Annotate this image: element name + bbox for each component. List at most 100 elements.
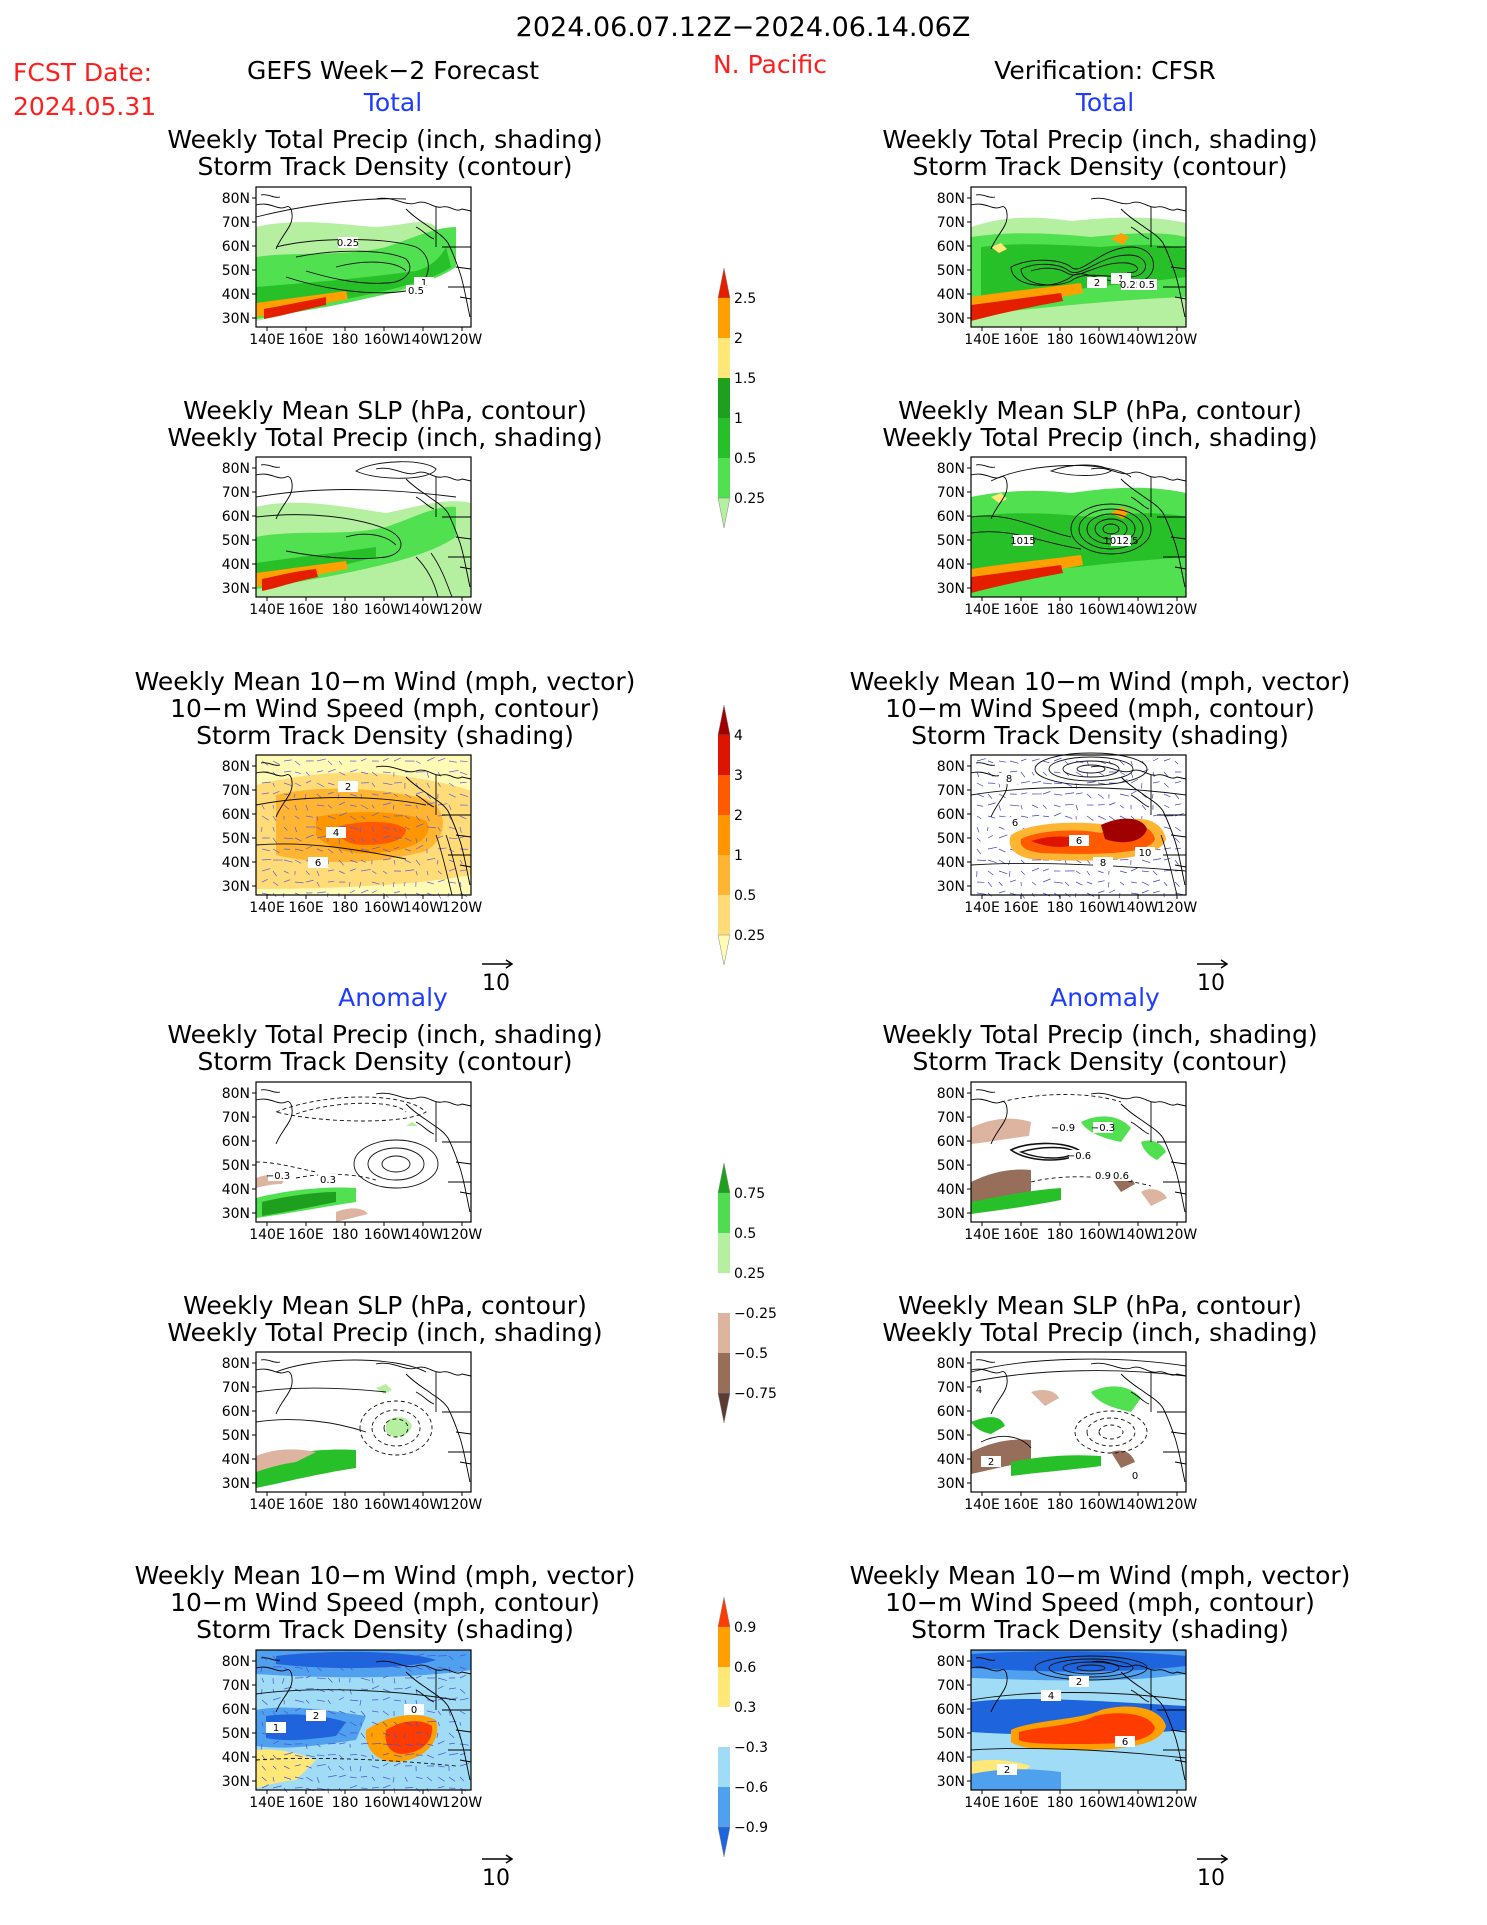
- wind-vector: [404, 1666, 412, 1672]
- wind-vector: [415, 870, 418, 876]
- wind-vector: [998, 881, 1003, 887]
- contour-line: [990, 465, 1132, 482]
- wind-vector: [1141, 859, 1151, 863]
- contour-line: [295, 250, 411, 284]
- latitude-tick-label: 50N: [937, 831, 965, 847]
- longitude-tick-label: 160W: [364, 602, 405, 618]
- map-l-anom-slp: 80N 70N 60N 50N 40N 30N 140E 160E 180 160W 140W 120…: [222, 1351, 482, 1513]
- wind-vector: [1152, 858, 1162, 861]
- wind-vector: [360, 804, 369, 810]
- latitude-tick-label: 30N: [937, 1774, 965, 1790]
- latitude-tick-label: 40N: [937, 855, 965, 871]
- shaded-region: [971, 1651, 1186, 1672]
- map-graphic: −0.3 0.3 80N 70N 60N 50N 40N 30N 140E 160E 180 160W…: [222, 1081, 482, 1243]
- map-frame: [255, 1649, 472, 1791]
- contour-line: [275, 1359, 427, 1373]
- wind-vector: [1075, 804, 1078, 811]
- wind-vector: [294, 1776, 304, 1780]
- longitude-tick-label: 160E: [1003, 900, 1039, 916]
- coastline: [415, 794, 435, 808]
- contour-line: [970, 1370, 1187, 1383]
- wind-vector: [459, 1776, 465, 1782]
- wind-vector: [415, 1721, 419, 1727]
- wind-vector: [437, 892, 441, 899]
- wind-vector: [1042, 782, 1052, 785]
- wind-vector: [1163, 782, 1169, 788]
- coastline: [455, 1161, 472, 1165]
- contour-label: 6: [315, 858, 321, 869]
- wind-vector: [349, 826, 360, 830]
- arrow-right-icon: [1197, 1854, 1229, 1864]
- wind-vector: [426, 1754, 434, 1759]
- wind-vector: [1119, 858, 1129, 861]
- wind-vector: [316, 1666, 322, 1672]
- contour-label: 4: [1048, 1691, 1054, 1702]
- contour-label: 2: [988, 1457, 994, 1468]
- wind-vector: [459, 869, 467, 872]
- wind-vector: [261, 804, 265, 810]
- wind-vector: [1031, 815, 1040, 817]
- wind-vector: [360, 1655, 370, 1659]
- wind-vector: [437, 1710, 442, 1716]
- wind-vector: [316, 815, 318, 821]
- contour-label-bg: [306, 1710, 326, 1721]
- contour-label-bg: [1005, 817, 1025, 828]
- wind-vector: [1119, 870, 1128, 874]
- wind-vector: [1042, 804, 1047, 809]
- wind-vector: [404, 869, 415, 872]
- longitude-tick-label: 160W: [364, 1795, 405, 1811]
- wind-vector: [437, 1786, 445, 1789]
- coastline: [1170, 1729, 1187, 1733]
- colorbar-swatch: [717, 704, 731, 736]
- wind-vector: [272, 826, 275, 832]
- wind-vector: [1141, 890, 1149, 894]
- map-frame: [970, 1081, 1187, 1223]
- coastline: [260, 762, 281, 766]
- wind-vector: [294, 826, 297, 833]
- contour-line: [355, 461, 437, 479]
- wind-vector: [459, 1698, 469, 1701]
- contour-line: [415, 556, 439, 598]
- wind-vector: [437, 1721, 440, 1727]
- wind-vector: [261, 859, 272, 861]
- wind-vector: [327, 1765, 331, 1771]
- wind-vector: [349, 1721, 357, 1727]
- coastline: [260, 1657, 281, 1661]
- wind-vector: [436, 859, 439, 865]
- colorbar-swatch: [718, 895, 730, 935]
- wind-vector: [393, 1666, 401, 1669]
- wind-vector: [327, 1754, 336, 1756]
- wind-vector: [327, 804, 333, 809]
- map-r-anom-wind: 2 4 6 2 80N 70N 60N 50N 40N 30N 140E 160E 180 160W 140…: [937, 1649, 1197, 1811]
- longitude-tick-label: 160W: [1079, 1227, 1120, 1243]
- wind-vector: [415, 804, 419, 809]
- coastline: [255, 1098, 293, 1145]
- wind-vector: [393, 891, 400, 894]
- wind-vector: [1053, 812, 1062, 817]
- colorbar-level-label: 1.5: [734, 371, 756, 387]
- latitude-tick-label: 30N: [937, 311, 965, 327]
- longitude-tick-label: 120W: [442, 602, 483, 618]
- wind-vector: [426, 1666, 432, 1671]
- contour-label-bg: [1111, 535, 1131, 546]
- fcst-date-value: 2024.05.31: [13, 92, 157, 121]
- wind-vector: [371, 1721, 379, 1726]
- wind-vector: [359, 1765, 362, 1772]
- vector-ref-r-anom: 10: [1197, 1854, 1229, 1890]
- wind-vector: [1086, 815, 1094, 821]
- wind-vector: [349, 1785, 358, 1789]
- coastline: [975, 1359, 996, 1363]
- contour-line: [255, 843, 407, 860]
- contour-line: [1030, 262, 1138, 276]
- contour-label-bg: [338, 781, 358, 792]
- latitude-tick-label: 70N: [222, 215, 250, 231]
- latitude-tick-label: 40N: [937, 287, 965, 303]
- wind-vector: [1075, 792, 1083, 795]
- wind-vector: [371, 1776, 376, 1781]
- wind-vector: [1097, 782, 1105, 785]
- latitude-tick-label: 70N: [937, 1678, 965, 1694]
- wind-vector: [448, 1710, 451, 1716]
- wind-vector: [987, 835, 993, 839]
- contour-label: 4: [976, 1385, 982, 1396]
- contour-label: 1: [421, 278, 427, 289]
